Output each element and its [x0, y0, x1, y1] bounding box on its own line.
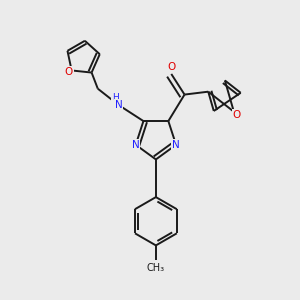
- Text: O: O: [64, 67, 73, 77]
- Text: N: N: [115, 100, 122, 110]
- Text: CH₃: CH₃: [147, 263, 165, 273]
- Text: N: N: [172, 140, 180, 150]
- Text: H: H: [112, 93, 119, 102]
- Text: O: O: [167, 62, 176, 73]
- Text: O: O: [233, 110, 241, 120]
- Text: N: N: [132, 140, 140, 150]
